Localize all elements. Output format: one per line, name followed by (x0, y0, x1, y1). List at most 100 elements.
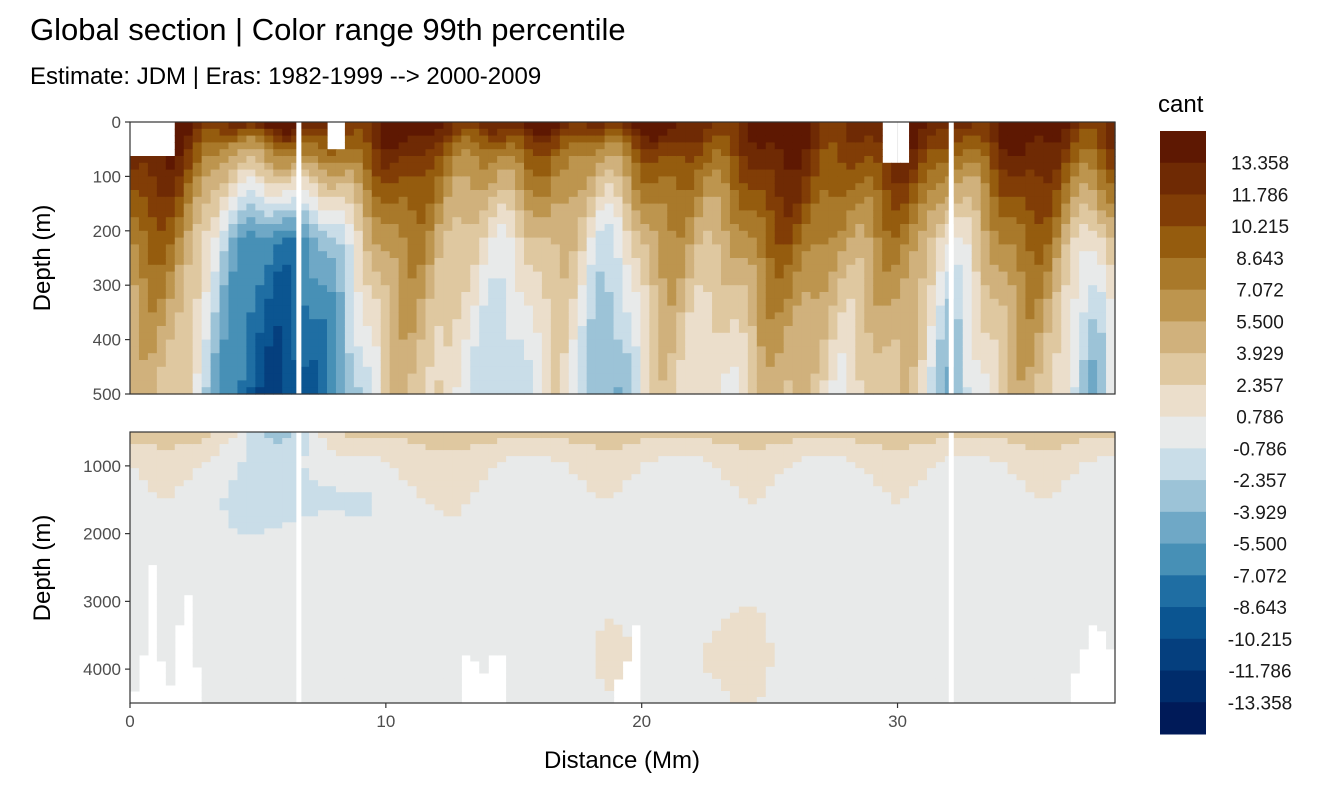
heatmap-cell (452, 183, 462, 191)
heatmap-cell (1034, 142, 1044, 150)
heatmap-cell (264, 264, 274, 273)
heatmap-cell (147, 444, 158, 451)
heatmap-cell (210, 142, 221, 150)
heatmap-cell (613, 183, 624, 191)
heatmap-cell (1034, 169, 1044, 177)
heatmap-cell (192, 654, 203, 662)
heatmap-cell (138, 618, 149, 626)
heatmap-cell (183, 432, 194, 439)
heatmap-cell (1070, 176, 1080, 184)
heatmap-cell (130, 156, 140, 164)
heatmap-cell (156, 468, 167, 475)
heatmap-cell (658, 298, 668, 307)
heatmap-cell (926, 285, 937, 293)
heatmap-cell (855, 339, 865, 347)
heatmap-cell (344, 237, 355, 245)
heatmap-cell (174, 128, 185, 137)
heatmap-cell (1106, 203, 1116, 211)
heatmap-cell (371, 196, 382, 205)
heatmap-cell (291, 128, 301, 137)
heatmap-cell (873, 373, 883, 381)
heatmap-cell (613, 251, 624, 259)
heatmap-cell (219, 217, 230, 225)
heatmap-cell (1016, 271, 1027, 279)
heatmap-cell (318, 380, 328, 388)
heatmap-cell (828, 258, 838, 266)
heatmap-cell (506, 169, 516, 177)
heatmap-cell (228, 438, 239, 445)
heatmap-cell (801, 156, 812, 164)
heatmap-cell (147, 196, 158, 205)
heatmap-cell (479, 373, 489, 381)
heatmap-cell (694, 305, 704, 313)
heatmap-cell (344, 380, 355, 388)
heatmap-cell (1043, 373, 1053, 381)
heatmap-cell (309, 360, 319, 368)
heatmap-cell (1079, 312, 1089, 320)
heatmap-cell (1043, 122, 1053, 130)
heatmap-cell (1052, 169, 1062, 177)
heatmap-cell (389, 149, 400, 157)
heatmap-cell (130, 196, 140, 205)
heatmap-cell (497, 264, 507, 273)
heatmap-cell (1052, 244, 1062, 252)
heatmap-cell (353, 264, 364, 273)
heatmap-cell (380, 387, 391, 395)
heatmap-cell (550, 251, 561, 259)
heatmap-cell (1016, 319, 1027, 327)
heatmap-cell (918, 135, 928, 143)
heatmap-cell (1106, 210, 1116, 218)
heatmap-cell (219, 618, 230, 626)
heatmap-cell (846, 169, 856, 177)
heatmap-cell (819, 298, 830, 307)
heatmap-cell (497, 169, 507, 177)
heatmap-cell (318, 176, 328, 184)
heatmap-cell (658, 312, 668, 320)
heatmap-cell (604, 224, 615, 232)
heatmap-cell (541, 326, 552, 334)
heatmap-cell (156, 203, 167, 211)
heatmap-cell (174, 278, 185, 286)
heatmap-cell (935, 135, 946, 143)
heatmap-cell (541, 190, 552, 198)
heatmap-cell (828, 122, 838, 130)
heatmap-cell (649, 217, 659, 225)
heatmap-cell (926, 305, 937, 313)
heatmap-cell (667, 237, 677, 245)
heatmap-cell (676, 128, 686, 137)
heatmap-cell (380, 271, 391, 279)
heatmap-cell (210, 594, 221, 602)
heatmap-cell (398, 230, 409, 239)
heatmap-cell (174, 237, 185, 245)
heatmap-cell (640, 360, 650, 368)
heatmap-cell (192, 298, 203, 307)
heatmap-cell (532, 156, 543, 164)
heatmap-cell (658, 142, 668, 150)
heatmap-cell (846, 142, 856, 150)
heatmap-cell (183, 264, 194, 273)
heatmap-cell (165, 332, 176, 341)
heatmap-cell (183, 298, 194, 307)
heatmap-cell (461, 319, 471, 327)
heatmap-cell (515, 190, 525, 198)
heatmap-cell (971, 196, 982, 205)
heatmap-cell (335, 339, 346, 347)
heatmap-cell (201, 353, 212, 361)
heatmap-cell (909, 176, 919, 184)
heatmap-cell (130, 444, 140, 451)
heatmap-cell (640, 176, 650, 184)
heatmap-cell (613, 346, 624, 354)
heatmap-cell (738, 373, 749, 381)
heatmap-cell (801, 319, 812, 327)
heatmap-cell (246, 474, 256, 481)
heatmap-cell (273, 373, 283, 381)
heatmap-cell (461, 380, 471, 388)
heatmap-cell (658, 251, 668, 259)
heatmap-cell (291, 258, 301, 266)
heatmap-cell (282, 156, 292, 164)
heatmap-cell (327, 278, 337, 286)
heatmap-cell (703, 326, 713, 334)
heatmap-cell (1088, 278, 1098, 286)
heatmap-cell (873, 169, 883, 177)
heatmap-cell (846, 332, 856, 341)
